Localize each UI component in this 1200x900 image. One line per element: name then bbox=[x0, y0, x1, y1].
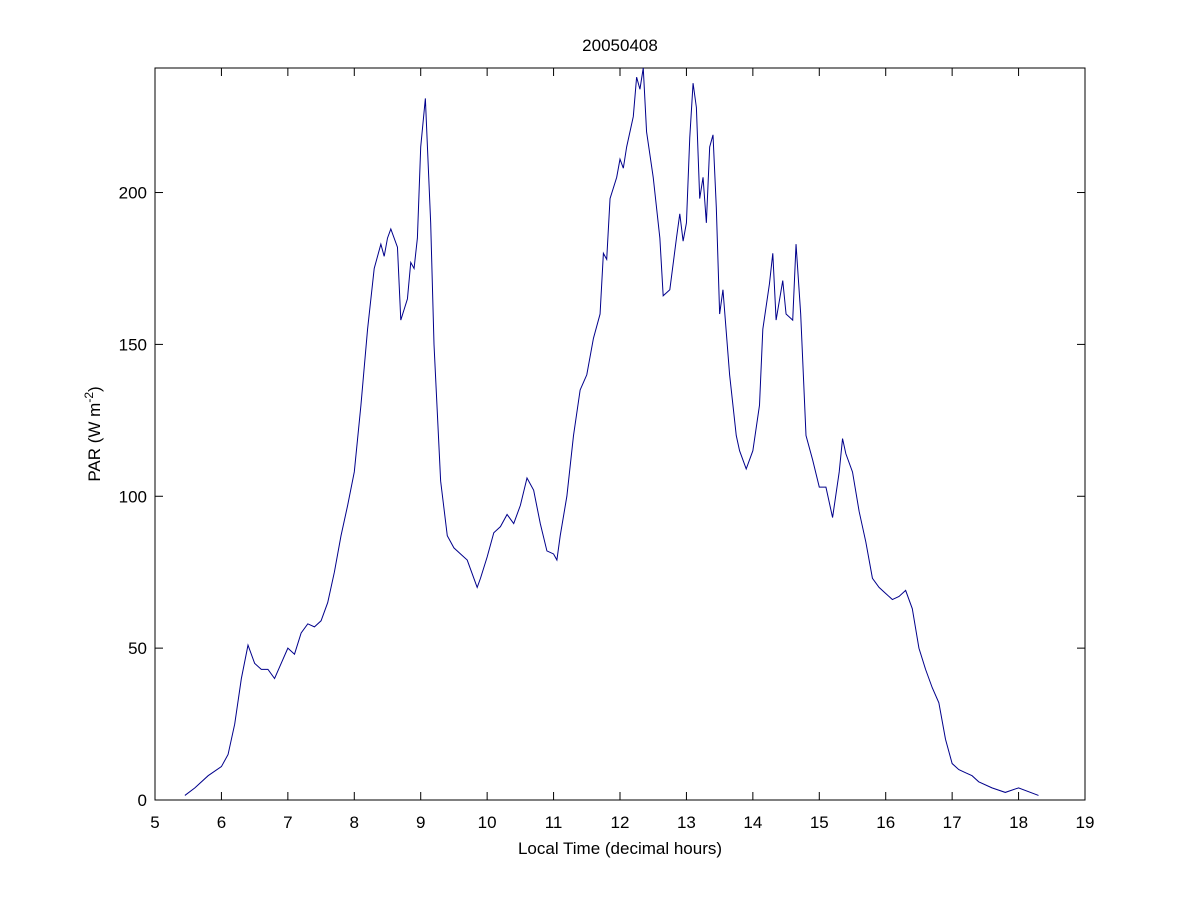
x-tick-label: 11 bbox=[545, 813, 563, 832]
x-tick-label: 14 bbox=[743, 813, 762, 832]
y-tick-label: 100 bbox=[119, 487, 147, 506]
x-tick-label: 10 bbox=[478, 813, 497, 832]
x-tick-label: 15 bbox=[810, 813, 829, 832]
x-tick-label: 9 bbox=[416, 813, 425, 832]
y-label-text: PAR (W m bbox=[85, 403, 104, 482]
x-axis-label: Local Time (decimal hours) bbox=[518, 839, 722, 858]
x-tick-label: 16 bbox=[876, 813, 895, 832]
x-tick-label: 8 bbox=[350, 813, 359, 832]
x-tick-label: 7 bbox=[283, 813, 292, 832]
x-tick-label: 6 bbox=[217, 813, 226, 832]
x-tick-label: 12 bbox=[611, 813, 630, 832]
y-tick-label: 150 bbox=[119, 335, 147, 354]
y-tick-label: 50 bbox=[128, 639, 147, 658]
chart-title: 20050408 bbox=[582, 36, 658, 55]
x-tick-label: 13 bbox=[677, 813, 696, 832]
y-label-end: ) bbox=[85, 386, 104, 392]
plot-area bbox=[154, 67, 1086, 801]
x-tick-label: 5 bbox=[150, 813, 159, 832]
x-tick-label: 18 bbox=[1009, 813, 1028, 832]
line-series bbox=[184, 67, 1039, 796]
y-tick-label: 0 bbox=[138, 791, 147, 810]
x-tick-label: 19 bbox=[1076, 813, 1095, 832]
x-tick-label: 17 bbox=[943, 813, 962, 832]
y-axis-label: PAR (W m-2) bbox=[82, 386, 104, 481]
y-tick-label: 200 bbox=[119, 184, 147, 203]
y-label-sup: -2 bbox=[82, 392, 96, 403]
